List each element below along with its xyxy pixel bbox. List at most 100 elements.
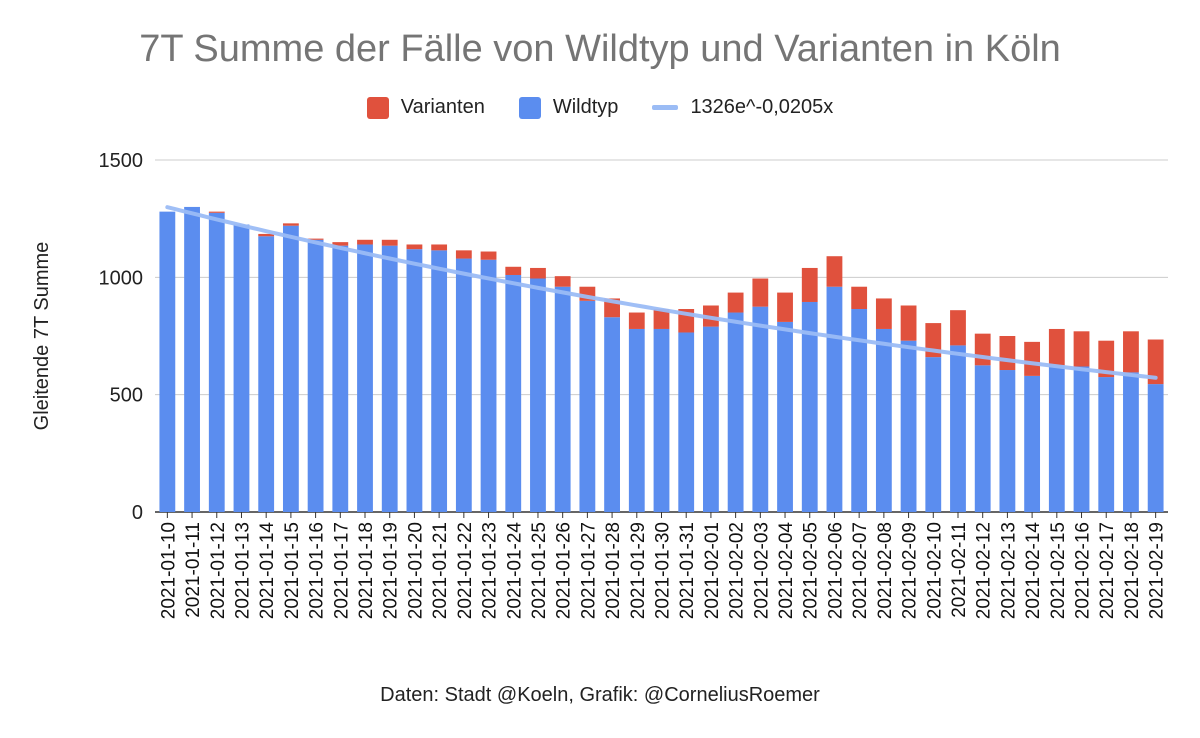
bar-varianten (1048, 328, 1065, 366)
bar-varianten (875, 298, 892, 329)
bar-varianten (381, 239, 398, 246)
bar-wildtyp (159, 211, 176, 513)
bar-varianten (530, 267, 546, 279)
y-axis-label: Gleitende 7T Summe (31, 242, 53, 431)
x-tick-label: 2021-01-21 (430, 522, 451, 619)
x-tick-label: 2021-02-08 (875, 522, 896, 619)
x-tick-label: 2021-02-03 (751, 522, 772, 619)
bar-varianten (258, 233, 275, 237)
bar-wildtyp (332, 245, 349, 513)
legend-swatch-trendline (652, 105, 679, 110)
bar-wildtyp (752, 306, 769, 512)
x-tick-label: 2021-01-29 (628, 522, 649, 619)
bar-varianten (950, 310, 966, 346)
bar-wildtyp (703, 326, 719, 512)
bar-wildtyp (628, 328, 645, 512)
bar-varianten (1073, 331, 1090, 367)
bar-varianten (653, 309, 670, 329)
x-tick-label: 2021-02-09 (900, 522, 921, 619)
x-tick-label: 2021-01-15 (282, 522, 303, 619)
x-tick-label: 2021-01-20 (405, 522, 426, 619)
x-tick-label: 2021-01-28 (603, 522, 624, 619)
bar-varianten (208, 211, 225, 213)
bar-wildtyp (653, 328, 670, 512)
x-tick-label: 2021-01-23 (480, 522, 501, 619)
bar-varianten (974, 333, 991, 366)
bar-wildtyp (579, 300, 596, 512)
bar-varianten (1098, 340, 1115, 378)
legend-item-trendline: 1326e^-0,0205x (652, 96, 833, 119)
trendline (165, 205, 1158, 380)
bar-varianten (455, 250, 472, 259)
bar-wildtyp (1048, 365, 1065, 512)
x-tick-label: 2021-02-02 (727, 522, 748, 619)
x-tick-label: 2021-01-26 (554, 522, 575, 619)
bar-varianten (332, 242, 349, 246)
y-tick-label: 0 (132, 502, 143, 524)
bar-varianten (554, 276, 571, 287)
bar-wildtyp (258, 236, 275, 512)
bar-wildtyp (381, 245, 398, 513)
bar-varianten (826, 256, 843, 287)
legend: Varianten Wildtyp 1326e^-0,0205x (0, 96, 1200, 119)
x-tick-label: 2021-02-05 (801, 522, 822, 619)
bar-varianten (505, 266, 522, 275)
x-tick-label: 2021-01-10 (158, 522, 179, 619)
bar-varianten (1123, 331, 1139, 373)
x-tick-label: 2021-02-15 (1048, 522, 1069, 619)
x-tick-label: 2021-02-13 (998, 522, 1019, 619)
bar-varianten (357, 239, 373, 245)
x-tick-label: 2021-01-27 (578, 522, 599, 619)
bar-wildtyp (950, 345, 966, 512)
bar-varianten (752, 278, 769, 307)
bar-wildtyp (455, 258, 472, 512)
y-tick-label: 1000 (99, 267, 144, 289)
chart-title: 7T Summe der Fälle von Wildtyp und Varia… (139, 28, 1061, 70)
x-tick-label: 2021-02-06 (825, 522, 846, 619)
bar-varianten (727, 292, 744, 313)
bar-wildtyp (431, 250, 448, 512)
bar-wildtyp (727, 312, 744, 512)
x-tick-label: 2021-01-13 (232, 522, 253, 619)
bar-varianten (282, 223, 299, 226)
bar-wildtyp (307, 239, 324, 512)
bar-varianten (480, 251, 497, 260)
x-tick-label: 2021-01-24 (504, 522, 525, 620)
x-tick-label: 2021-01-12 (208, 522, 229, 619)
bar-wildtyp (1024, 375, 1041, 512)
x-tick-label: 2021-02-12 (974, 522, 995, 619)
bar-wildtyp (184, 206, 200, 512)
x-tick-label: 2021-02-17 (1097, 522, 1118, 619)
bar-wildtyp (1098, 377, 1115, 512)
x-tick-label: 2021-01-25 (529, 522, 550, 619)
bar-wildtyp (530, 278, 546, 512)
y-tick-label: 1500 (99, 150, 144, 172)
legend-item-wildtyp: Wildtyp (518, 96, 618, 119)
legend-swatch-varianten (366, 96, 389, 119)
bar-varianten (307, 238, 324, 240)
bar-wildtyp (900, 340, 917, 512)
bar-wildtyp (678, 332, 695, 512)
bar-wildtyp (1123, 372, 1139, 512)
bar-wildtyp (233, 224, 250, 513)
bar-varianten (900, 305, 917, 341)
bar-wildtyp (480, 259, 497, 512)
x-tick-label: 2021-01-18 (356, 522, 377, 619)
legend-label-trendline: 1326e^-0,0205x (690, 96, 834, 118)
bar-wildtyp (851, 309, 868, 512)
x-tick-label: 2021-02-10 (924, 522, 945, 619)
bar-varianten (628, 312, 645, 329)
bar-wildtyp (801, 301, 818, 512)
bar-varianten (1147, 339, 1164, 385)
bar-wildtyp (875, 328, 892, 512)
bar-varianten (1024, 341, 1041, 376)
x-tick-label: 2021-02-14 (1023, 522, 1044, 620)
bar-varianten (851, 286, 868, 310)
x-tick-label: 2021-02-16 (1073, 522, 1094, 619)
bar-varianten (999, 336, 1016, 371)
bar-wildtyp (505, 274, 522, 512)
bar-wildtyp (974, 365, 991, 512)
bar-wildtyp (1147, 384, 1164, 512)
x-tick-label: 2021-01-22 (455, 522, 476, 619)
x-tick-label: 2021-02-19 (1147, 522, 1168, 619)
